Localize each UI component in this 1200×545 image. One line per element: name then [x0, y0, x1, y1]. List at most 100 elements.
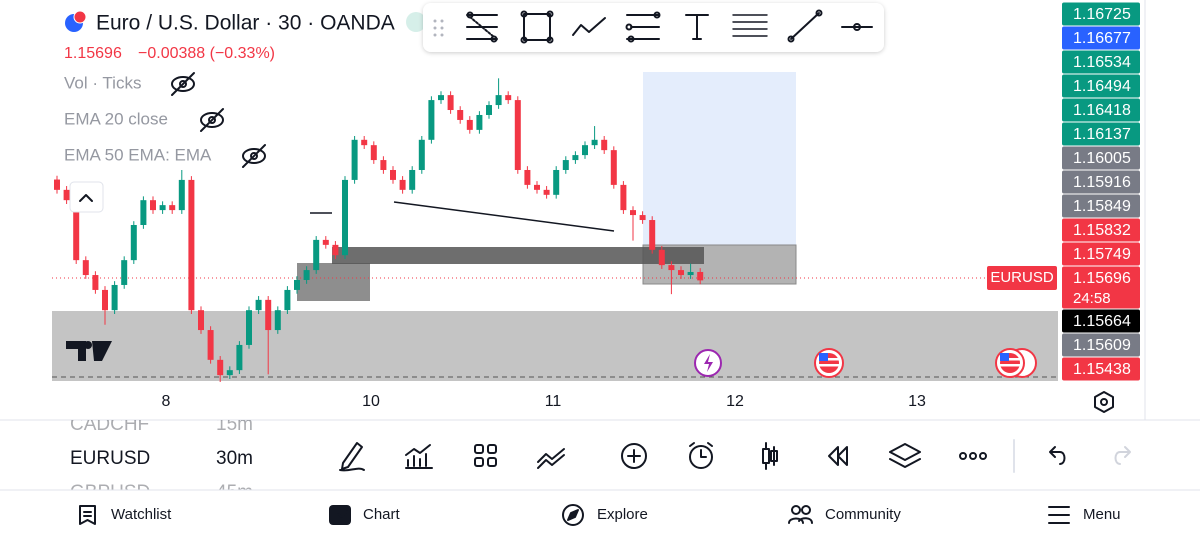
candle-body: [150, 200, 156, 211]
tool-icon[interactable]: [572, 17, 606, 36]
price-tag: [1062, 50, 1140, 74]
indicators-button[interactable]: [405, 444, 433, 469]
candle-body: [553, 169, 560, 195]
tool-icon[interactable]: [520, 10, 554, 44]
event-icon[interactable]: [694, 349, 722, 377]
hide-icon[interactable]: [242, 144, 266, 168]
candle-body: [582, 145, 588, 156]
price-tag: [1062, 333, 1140, 357]
interval[interactable]: 15m: [216, 414, 253, 435]
hide-icon[interactable]: [200, 108, 224, 132]
drag-handle[interactable]: [433, 19, 444, 37]
chart-type-button[interactable]: [762, 442, 778, 470]
interval[interactable]: 45m: [216, 482, 253, 503]
price-tag: [1062, 98, 1140, 122]
tool-icon[interactable]: [625, 11, 661, 43]
drawing-toolbar: [423, 3, 884, 52]
settings-icon[interactable]: [1100, 398, 1108, 406]
candle-body: [255, 299, 262, 311]
candle-body: [140, 200, 147, 225]
candle-body: [495, 95, 502, 106]
indicator[interactable]: Vol · Ticks: [64, 73, 141, 92]
tool-icon[interactable]: [732, 14, 768, 37]
price-tag: [1062, 242, 1140, 266]
symbol-tag: [987, 266, 1057, 290]
price-tag: [1062, 2, 1140, 26]
candle-body: [274, 310, 281, 331]
event-icon[interactable]: [995, 348, 1037, 378]
redo-button[interactable]: [1114, 446, 1131, 465]
price-tag: [1062, 122, 1140, 146]
candle-body: [121, 260, 128, 285]
last-price: 1.15696: [64, 45, 122, 62]
nav-item[interactable]: Menu: [1083, 506, 1121, 523]
nav-item[interactable]: Explore: [597, 506, 648, 523]
tool-icon[interactable]: [466, 11, 498, 43]
undo-button[interactable]: [1049, 446, 1066, 465]
settings-icon[interactable]: [1094, 391, 1114, 413]
explore-icon[interactable]: [562, 504, 584, 526]
chart-icon[interactable]: [329, 505, 351, 525]
menu-icon[interactable]: [1048, 506, 1070, 524]
candle-body: [543, 189, 550, 195]
hide-icon[interactable]: [171, 72, 195, 96]
collapse-button[interactable]: [69, 181, 104, 213]
price-tag: [1062, 146, 1140, 170]
collapse-icon[interactable]: [79, 194, 93, 202]
price-axis: 1.16725 1.16677 1.16534 1.16494 1.16418 1.161…: [1062, 2, 1140, 381]
layout-button[interactable]: [474, 444, 497, 467]
candle-body: [130, 224, 137, 261]
draw-button[interactable]: [339, 442, 365, 472]
candle-body: [678, 270, 684, 276]
candle-body: [236, 344, 243, 371]
candle-body: [524, 169, 531, 185]
candle-body: [486, 105, 492, 115]
price-label: 1.16005: [1073, 150, 1131, 167]
indicator[interactable]: EMA 20 close: [64, 109, 168, 128]
tool-icon[interactable]: [841, 23, 873, 31]
more-button[interactable]: [959, 452, 987, 460]
interval[interactable]: 30m: [216, 448, 253, 469]
indicator[interactable]: EMA 50 EMA: EMA: [64, 145, 212, 164]
add-button[interactable]: [621, 443, 647, 469]
price-tag: [1062, 266, 1140, 309]
tool-icon[interactable]: [787, 9, 823, 43]
event-icon[interactable]: [814, 348, 844, 378]
candle-body: [399, 179, 406, 190]
candle-body: [226, 370, 233, 376]
nav-item[interactable]: Community: [825, 506, 901, 523]
symbol[interactable]: CADCHF: [70, 414, 149, 435]
candle-body: [265, 299, 272, 331]
candle-body: [159, 205, 166, 211]
layers-button[interactable]: [889, 443, 921, 468]
candle-body: [418, 139, 425, 170]
price-tag: [1062, 194, 1140, 218]
candle-body: [428, 100, 435, 140]
symbol[interactable]: GBPUSD: [70, 482, 150, 503]
candle-body: [198, 310, 204, 331]
candle-body: [438, 95, 444, 101]
compare-button[interactable]: [537, 448, 565, 469]
price-label: 1.15609: [1073, 337, 1131, 354]
tool-icon[interactable]: [685, 14, 709, 40]
candle-body: [370, 145, 377, 161]
candle-body: [601, 139, 608, 151]
candle-body: [111, 284, 118, 311]
symbol[interactable]: EURUSD: [70, 448, 150, 469]
price-change: −0.00388 (−0.33%): [138, 45, 275, 62]
price-label: 1.15832: [1073, 222, 1131, 239]
x-tick-label: 12: [726, 393, 744, 410]
nav-item[interactable]: Chart: [363, 506, 401, 523]
community-icon[interactable]: [788, 505, 813, 524]
x-tick-label: 11: [545, 393, 562, 410]
bottom-toolbar: [339, 439, 1131, 473]
watchlist-icon[interactable]: [79, 505, 96, 525]
alert-button[interactable]: [689, 442, 713, 469]
replay-button[interactable]: [828, 446, 848, 466]
price-label: 1.16725: [1073, 6, 1131, 23]
candle-body: [687, 271, 694, 276]
x-tick-label: 13: [908, 393, 926, 410]
nav-item[interactable]: Watchlist: [111, 506, 172, 523]
